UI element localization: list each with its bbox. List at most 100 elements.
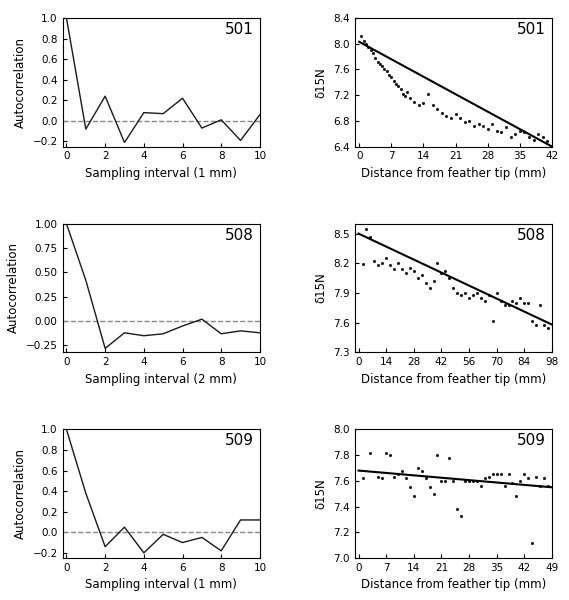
Point: [453, 288, 462, 298]
Point: [410, 97, 419, 106]
Point: [480, 296, 489, 305]
Point: [447, 113, 456, 122]
Point: [512, 491, 521, 501]
X-axis label: Distance from feather tip (mm): Distance from feather tip (mm): [361, 578, 546, 592]
Point: [374, 260, 383, 270]
Point: [480, 473, 489, 483]
Point: [429, 276, 438, 286]
Point: [516, 476, 525, 485]
Point: [472, 476, 481, 485]
Point: [359, 35, 368, 45]
Point: [382, 254, 391, 263]
Point: [441, 476, 450, 485]
X-axis label: Sampling interval (1 mm): Sampling interval (1 mm): [85, 167, 237, 180]
Point: [386, 260, 395, 270]
X-axis label: Sampling interval (1 mm): Sampling interval (1 mm): [85, 578, 237, 592]
Point: [529, 136, 538, 145]
Point: [421, 473, 430, 483]
Point: [371, 53, 380, 62]
Point: [543, 323, 552, 332]
Point: [500, 300, 509, 310]
Point: [421, 278, 430, 288]
Point: [456, 511, 465, 520]
Point: [437, 476, 446, 485]
Point: [468, 476, 477, 485]
Point: [516, 125, 525, 135]
Point: [484, 290, 493, 300]
Point: [508, 479, 517, 488]
Point: [394, 259, 403, 268]
Point: [525, 132, 534, 142]
Point: [387, 73, 396, 82]
Point: [474, 119, 483, 129]
Point: [500, 481, 509, 491]
Y-axis label: Autocorrelation: Autocorrelation: [7, 242, 20, 334]
Point: [358, 259, 367, 269]
Point: [504, 300, 513, 310]
Point: [531, 472, 541, 482]
Y-axis label: δ15N: δ15N: [315, 67, 328, 98]
Point: [382, 448, 391, 457]
Point: [413, 463, 422, 473]
Point: [366, 46, 375, 55]
Point: [445, 453, 454, 463]
Point: [441, 266, 450, 276]
Point: [433, 451, 442, 460]
Point: [361, 39, 370, 49]
Point: [488, 119, 497, 129]
Y-axis label: Autocorrelation: Autocorrelation: [14, 37, 27, 128]
Point: [539, 320, 549, 329]
Text: 508: 508: [517, 227, 546, 242]
Point: [398, 89, 407, 98]
Point: [368, 49, 377, 58]
Point: [523, 473, 533, 483]
Point: [492, 470, 501, 479]
Point: [417, 271, 426, 280]
Point: [405, 263, 414, 273]
Point: [449, 283, 458, 293]
Point: [497, 128, 506, 137]
Point: [506, 132, 515, 142]
Point: [456, 113, 465, 122]
Point: [364, 42, 373, 52]
Point: [405, 482, 414, 492]
Point: [468, 290, 477, 300]
Point: [539, 473, 549, 483]
Point: [390, 472, 399, 482]
Point: [362, 224, 371, 233]
Text: 508: 508: [225, 227, 254, 242]
Point: [403, 87, 412, 97]
Point: [382, 66, 391, 76]
Text: 509: 509: [517, 433, 546, 448]
Point: [374, 472, 383, 482]
Point: [358, 473, 367, 483]
Y-axis label: δ15N: δ15N: [315, 272, 328, 304]
Point: [464, 293, 473, 302]
Point: [479, 121, 488, 131]
Point: [543, 137, 552, 146]
X-axis label: Sampling interval (2 mm): Sampling interval (2 mm): [85, 373, 237, 386]
Point: [465, 116, 474, 125]
Point: [414, 100, 423, 110]
Point: [469, 121, 479, 131]
Point: [401, 268, 410, 278]
Point: [394, 470, 403, 479]
Point: [535, 300, 545, 310]
Point: [397, 265, 406, 274]
Point: [496, 470, 505, 479]
Point: [488, 316, 497, 325]
Point: [512, 298, 521, 308]
Point: [519, 470, 529, 479]
Point: [449, 476, 458, 485]
Point: [389, 76, 398, 86]
Point: [417, 466, 426, 475]
Point: [394, 80, 403, 90]
Point: [445, 274, 454, 283]
Point: [516, 293, 525, 302]
Text: 509: 509: [225, 433, 254, 448]
Point: [378, 61, 387, 71]
Point: [538, 132, 547, 142]
Point: [376, 59, 385, 69]
Point: [366, 448, 375, 457]
Point: [451, 110, 460, 119]
